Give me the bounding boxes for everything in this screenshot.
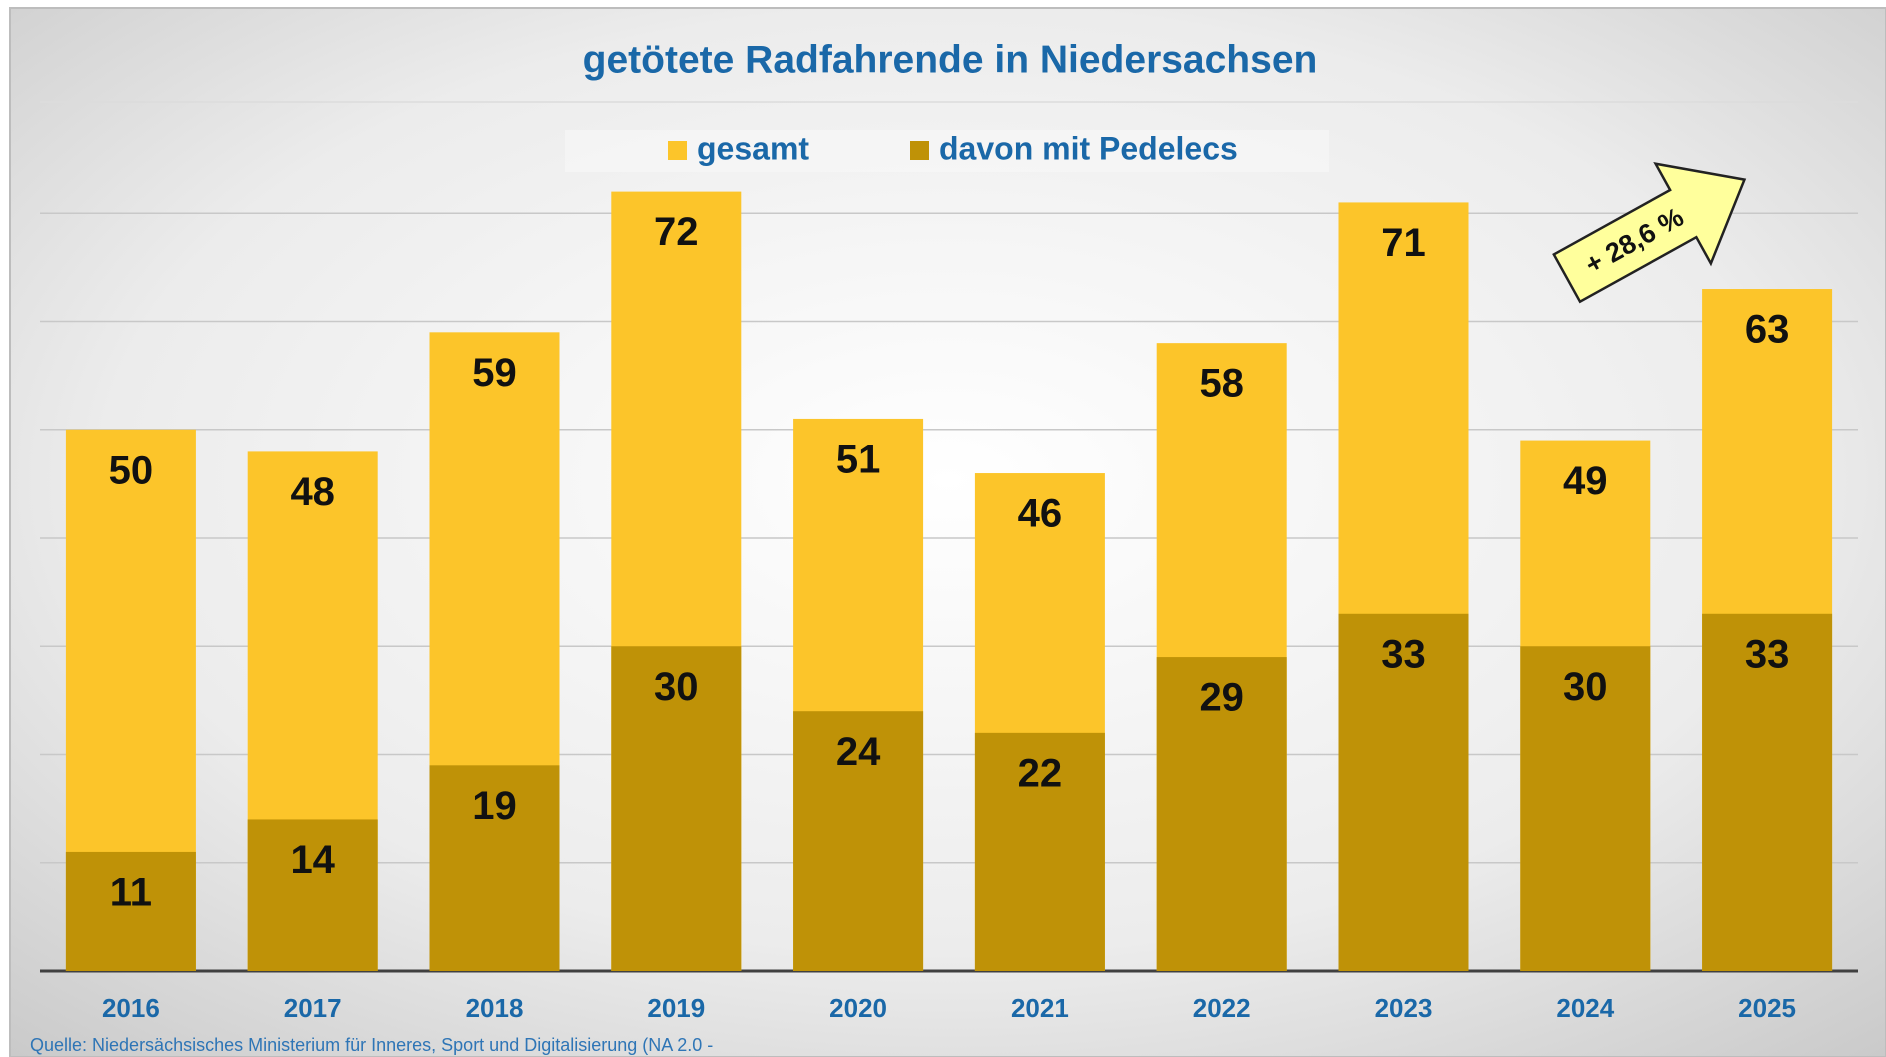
data-label: 72 <box>654 210 699 254</box>
data-label: 48 <box>290 470 335 514</box>
x-tick-label: 2025 <box>1738 993 1796 1023</box>
legend-swatch <box>668 141 687 160</box>
arrow-shape <box>1552 162 1747 304</box>
bar <box>247 819 378 971</box>
bar <box>1338 613 1469 971</box>
chart-title: getötete Radfahrende in Niedersachsen <box>583 38 1318 81</box>
x-tick-label: 2020 <box>829 993 887 1023</box>
data-label: 50 <box>109 448 154 492</box>
legend-label: gesamt <box>697 130 809 166</box>
x-tick-label: 2022 <box>1193 993 1251 1023</box>
x-tick-label: 2018 <box>466 993 524 1023</box>
data-label: 71 <box>1381 221 1426 265</box>
data-label: 59 <box>472 351 517 395</box>
bar <box>65 851 196 971</box>
bar <box>793 711 924 971</box>
x-tick-label: 2016 <box>102 993 160 1023</box>
source-note: Quelle: Niedersächsisches Ministerium fü… <box>30 1035 713 1055</box>
bar <box>1702 613 1833 971</box>
legend: gesamt davon mit Pedelecs <box>668 130 1238 166</box>
data-label: 33 <box>1381 632 1426 676</box>
data-label: 30 <box>654 665 699 709</box>
data-label: 11 <box>110 870 152 914</box>
bars <box>65 191 1833 972</box>
data-label: 58 <box>1199 362 1244 406</box>
labels: 50 48 59 72 51 46 58 71 49 63 11 14 19 30 24 22 29 33 30 33… <box>102 210 1796 1023</box>
bar <box>1156 657 1287 971</box>
data-label: 22 <box>1018 751 1063 795</box>
bar <box>611 646 742 971</box>
x-tick-label: 2023 <box>1375 993 1433 1023</box>
bar <box>429 765 560 971</box>
data-label: 63 <box>1745 308 1790 352</box>
x-tick-label: 2019 <box>647 993 705 1023</box>
data-label: 19 <box>472 784 517 828</box>
legend-label: davon mit Pedelecs <box>939 130 1238 166</box>
legend-box <box>565 130 1329 172</box>
bar <box>1520 646 1651 971</box>
data-label: 51 <box>836 437 881 481</box>
x-tick-label: 2017 <box>284 993 342 1023</box>
x-tick-label: 2024 <box>1556 993 1614 1023</box>
data-label: 46 <box>1018 492 1063 536</box>
data-label: 49 <box>1563 459 1608 503</box>
x-tick-label: 2021 <box>1011 993 1069 1023</box>
bar <box>974 732 1105 971</box>
legend-swatch <box>910 141 929 160</box>
data-label: 29 <box>1199 676 1244 720</box>
data-label: 14 <box>290 838 335 882</box>
data-label: 30 <box>1563 665 1608 709</box>
data-label: 24 <box>836 730 881 774</box>
data-label: 33 <box>1745 632 1790 676</box>
